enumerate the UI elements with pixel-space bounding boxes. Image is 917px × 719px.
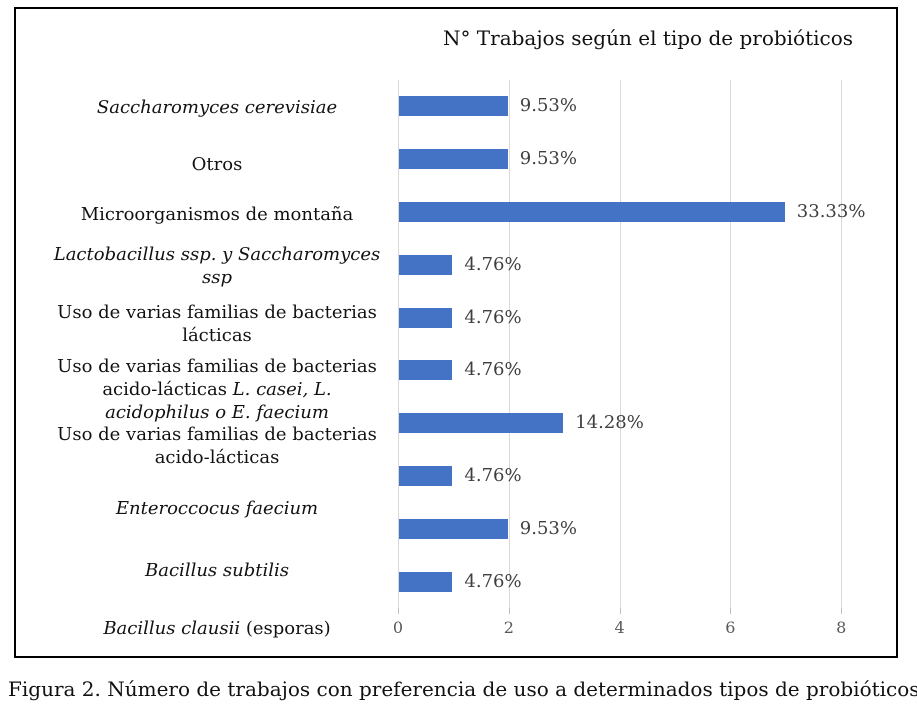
axis-tick: [508, 608, 510, 614]
bar-value-label: 4.76%: [464, 306, 522, 328]
gridline: [841, 80, 843, 608]
gridline: [619, 80, 621, 608]
chart-bar: [399, 307, 453, 328]
chart-bar: [399, 360, 453, 381]
category-label: Otros: [33, 153, 401, 176]
category-label-italic-run: L. casei, L.: [232, 378, 332, 400]
category-label-italic-run: ssp: [202, 267, 232, 288]
category-label: Lactobacillus ssp. y Saccharomyces ssp: [33, 243, 401, 289]
x-axis-tick-label: 8: [836, 618, 847, 637]
category-label: Enteroccocus faecium: [33, 497, 401, 520]
axis-tick: [619, 608, 621, 614]
x-axis-tick-label: 0: [392, 618, 404, 637]
category-label-run: Otros: [191, 153, 243, 175]
category-label: Saccharomyces cerevisiae: [33, 96, 401, 119]
chart-bar: [399, 571, 453, 592]
bar-value-label: 33.33%: [796, 201, 866, 222]
axis-tick: [730, 608, 732, 614]
category-label: Uso de varias familias de bacterias acido…: [33, 355, 401, 424]
category-label-run: acido-lácticas: [154, 447, 280, 468]
category-label: Uso de varias familias de bacterias acido…: [33, 423, 401, 469]
chart-bar: [399, 202, 785, 222]
category-label: Microorganismos de montaña: [33, 203, 401, 226]
category-label: Bacillus subtilis: [33, 559, 401, 582]
axis-tick: [841, 608, 843, 614]
figure-caption: Figura 2. Número de trabajos con prefere…: [8, 677, 917, 701]
bar-value-label: 9.53%: [519, 95, 577, 117]
category-label-run: lácticas: [182, 325, 252, 346]
gridline: [730, 80, 732, 608]
chart-bar: [399, 413, 564, 434]
x-axis-tick-label: 4: [614, 618, 625, 637]
chart-bar: [399, 96, 508, 117]
category-label-run: Uso de varias familias de bacterias: [57, 302, 377, 323]
gridline: [398, 80, 399, 608]
bar-value-label: 14.28%: [575, 412, 644, 434]
category-label-italic-run: Lactobacillus ssp. y Saccharomyces: [53, 244, 381, 265]
category-label-run: Uso de varias familias de bacterias: [57, 355, 377, 377]
bar-value-label: 9.53%: [519, 148, 577, 170]
category-label: Bacillus clausii (esporas): [33, 617, 401, 640]
category-label-italic-run: Enteroccocus faecium: [115, 497, 319, 519]
chart-bar: [399, 466, 453, 486]
chart-bar: [399, 254, 453, 275]
category-label-italic-run: Saccharomyces cerevisiae: [96, 96, 338, 118]
gridline: [508, 80, 510, 608]
bar-value-label: 4.76%: [464, 359, 522, 381]
category-label-run: Uso de varias familias de bacterias: [57, 424, 377, 445]
bar-value-label: 4.76%: [464, 570, 522, 592]
category-label-run: Microorganismos de montaña: [80, 203, 354, 225]
category-label-italic-run: Bacillus clausii: [103, 617, 246, 639]
bar-value-label: 9.53%: [519, 517, 577, 539]
x-axis-tick-label: 6: [725, 618, 736, 637]
chart-title: N° Trabajos según el tipo de probióticos: [442, 26, 854, 50]
chart-bar: [399, 149, 508, 170]
category-label: Uso de varias familias de bacterias lácti…: [33, 301, 401, 347]
bar-value-label: 4.76%: [464, 465, 522, 486]
category-label-run: acido-lácticas: [102, 378, 233, 400]
category-label-run: (esporas): [245, 617, 331, 639]
chart-bar: [399, 518, 508, 539]
category-label-italic-run: acidophilus o E. faecium: [105, 401, 329, 423]
axis-tick: [398, 608, 399, 614]
bar-value-label: 4.76%: [464, 253, 522, 275]
x-axis-tick-label: 2: [503, 618, 514, 637]
category-label-italic-run: Bacillus subtilis: [145, 559, 289, 581]
